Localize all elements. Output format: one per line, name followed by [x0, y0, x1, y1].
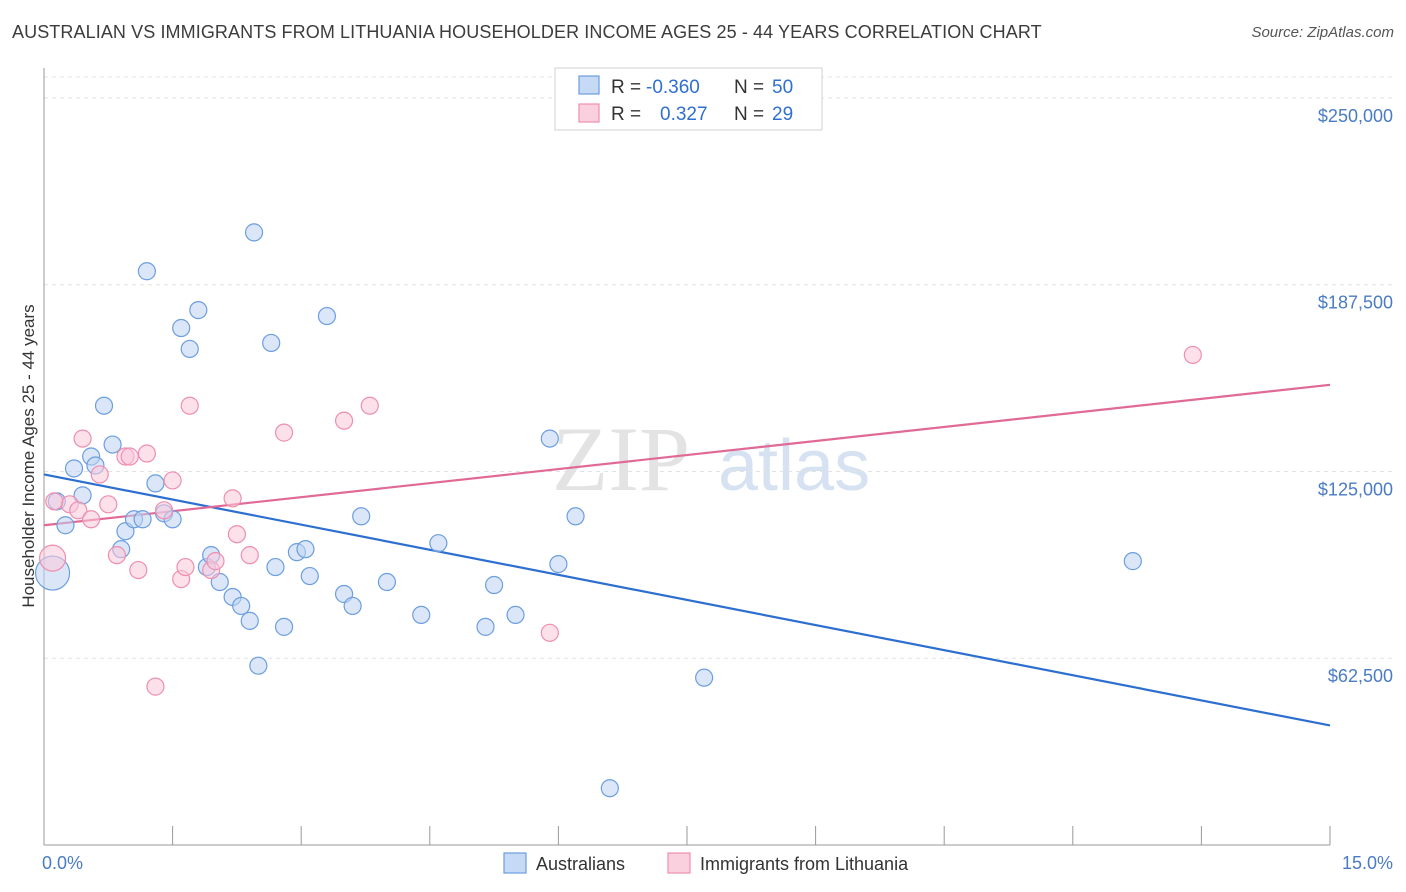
x-tick-label-max: 15.0% — [1342, 853, 1393, 873]
point-australians — [133, 510, 152, 529]
point-lithuania — [540, 623, 559, 642]
point-australians — [1123, 552, 1142, 571]
correlation-legend: R = -0.360 N = 50 R = 0.327 N = 29 — [554, 67, 823, 131]
y-tick-label: $62,500 — [1328, 666, 1393, 686]
point-lithuania — [146, 677, 165, 696]
point-australians — [64, 459, 84, 478]
point-australians — [262, 333, 281, 353]
point-lithuania — [176, 557, 195, 577]
point-australians — [172, 318, 191, 338]
data-points — [34, 223, 1202, 798]
x-ticks — [172, 826, 1331, 845]
point-lithuania — [240, 546, 259, 565]
y-tick-label: $187,500 — [1318, 293, 1393, 313]
watermark-atlas: atlas — [718, 426, 870, 506]
legend-r-label-1: R = — [611, 77, 641, 98]
point-lithuania — [154, 501, 174, 520]
point-australians — [476, 617, 495, 636]
point-lithuania — [223, 489, 242, 508]
point-australians — [232, 596, 251, 616]
legend-n-value-1: 50 — [772, 77, 793, 98]
point-australians — [485, 575, 504, 595]
legend-n-label-1: N = — [734, 77, 764, 98]
point-lithuania — [45, 492, 64, 511]
point-australians — [300, 566, 319, 586]
point-lithuania — [163, 471, 182, 490]
point-australians — [566, 507, 585, 526]
point-australians — [266, 557, 285, 577]
watermark-zip: ZIP — [552, 408, 690, 510]
point-lithuania — [129, 560, 148, 580]
y-tick-label: $125,000 — [1318, 479, 1393, 499]
point-australians — [240, 611, 259, 630]
bottom-legend-swatch-australians — [503, 852, 527, 874]
point-australians — [600, 779, 619, 798]
point-lithuania — [99, 495, 118, 514]
source-credit: Source: ZipAtlas.com — [1251, 24, 1394, 41]
point-lithuania — [1183, 345, 1202, 365]
trend-line-australians — [43, 473, 1331, 727]
point-australians — [317, 306, 337, 326]
point-lithuania — [38, 544, 67, 572]
point-australians — [506, 605, 525, 624]
point-australians — [429, 534, 448, 553]
point-australians — [695, 668, 714, 687]
legend-swatch-lithuania — [578, 103, 600, 123]
y-axis-label: Householder Income Ages 25 - 44 years — [19, 304, 38, 607]
point-australians — [274, 617, 294, 636]
chart-title: AUSTRALIAN VS IMMIGRANTS FROM LITHUANIA … — [12, 22, 1042, 42]
point-australians — [540, 429, 559, 448]
point-lithuania — [120, 447, 139, 466]
trend-lines — [43, 383, 1331, 727]
point-lithuania — [73, 429, 92, 448]
point-lithuania — [360, 396, 379, 415]
point-lithuania — [90, 465, 109, 484]
bottom-legend-australians: Australians — [536, 854, 625, 874]
point-lithuania — [69, 501, 88, 520]
point-lithuania — [107, 546, 126, 565]
point-australians — [94, 396, 114, 415]
point-australians — [412, 605, 431, 624]
legend-swatch-australians — [578, 75, 600, 95]
series-legend: Australians Immigrants from Lithuania — [503, 852, 909, 874]
point-australians — [377, 572, 397, 592]
legend-n-value-2: 29 — [772, 104, 793, 125]
point-australians — [343, 596, 362, 616]
point-australians — [137, 262, 156, 281]
point-australians — [296, 540, 315, 559]
point-lithuania — [274, 423, 294, 442]
legend-r-value-1: -0.360 — [646, 77, 700, 98]
y-tick-labels: $62,500 $125,000 $187,500 $250,000 — [1318, 106, 1393, 686]
trend-line-lithuania — [43, 383, 1331, 527]
point-lithuania — [227, 525, 246, 544]
point-australians — [249, 656, 268, 675]
point-australians — [180, 339, 199, 359]
gridlines — [44, 76, 1394, 659]
point-australians — [146, 474, 165, 493]
bottom-legend-swatch-lithuania — [667, 852, 691, 874]
point-lithuania — [180, 396, 199, 415]
point-australians — [549, 554, 568, 574]
point-australians — [56, 516, 75, 535]
point-lithuania — [82, 510, 101, 529]
point-australians — [189, 300, 208, 320]
point-lithuania — [206, 552, 225, 571]
point-lithuania — [334, 411, 354, 430]
legend-r-label-2: R = — [611, 104, 641, 125]
legend-n-label-2: N = — [734, 104, 764, 125]
point-lithuania — [137, 444, 156, 463]
y-tick-label: $250,000 — [1318, 106, 1393, 126]
x-tick-label-min: 0.0% — [42, 853, 83, 873]
point-australians — [244, 223, 264, 242]
legend-r-value-2: 0.327 — [660, 104, 708, 125]
point-australians — [103, 435, 122, 454]
bottom-legend-lithuania: Immigrants from Lithuania — [700, 854, 909, 874]
point-australians — [352, 507, 371, 526]
